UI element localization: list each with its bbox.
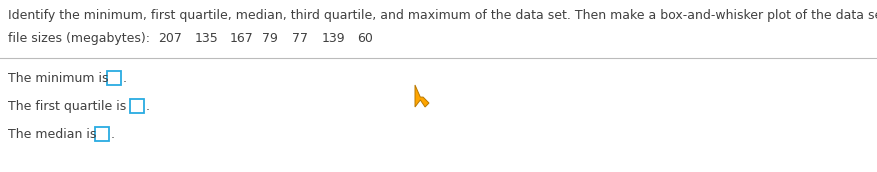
Text: The first quartile is: The first quartile is [8, 100, 126, 113]
Text: 77: 77 [292, 32, 308, 45]
Text: 139: 139 [322, 32, 346, 45]
Text: 167: 167 [230, 32, 253, 45]
Bar [95, 127, 109, 141]
Text: 135: 135 [195, 32, 218, 45]
Text: .: . [111, 128, 115, 141]
Text: .: . [146, 100, 150, 113]
Polygon shape [415, 85, 429, 107]
Text: 79: 79 [262, 32, 278, 45]
Bar [107, 71, 121, 85]
Text: The minimum is: The minimum is [8, 72, 109, 85]
Text: file sizes (megabytes):: file sizes (megabytes): [8, 32, 150, 45]
Text: Identify the minimum, first quartile, median, third quartile, and maximum of the: Identify the minimum, first quartile, me… [8, 9, 877, 22]
Text: 60: 60 [357, 32, 373, 45]
Bar [130, 99, 144, 113]
Text: 207: 207 [158, 32, 182, 45]
Text: .: . [123, 72, 127, 85]
Text: The median is: The median is [8, 128, 96, 141]
